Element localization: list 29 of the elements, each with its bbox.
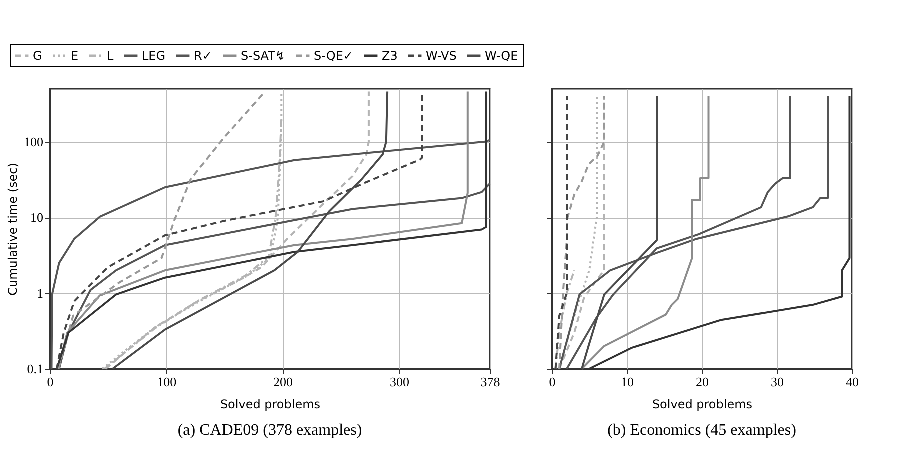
x-tick-label: 0 — [47, 374, 54, 390]
legend-label: Z3 — [382, 49, 398, 63]
y-axis-title: Cumulative time (sec) — [6, 163, 20, 296]
y-tick-label: 0.1 — [27, 362, 44, 376]
legend-label: LEG — [142, 49, 166, 63]
y-tick-label: 10 — [30, 210, 44, 226]
x-tick-label: 30 — [771, 374, 784, 390]
x-tick-label: 40 — [846, 374, 859, 390]
y-tick-label: 1 — [37, 286, 44, 301]
text: (a) CADE09 (378 examples) — [178, 422, 362, 439]
x-tick-label: 378 — [480, 374, 500, 390]
x-axis-title: Solved problems — [220, 398, 321, 412]
legend-label: S-SAT↯ — [241, 49, 286, 63]
x-tick-label: 100 — [157, 374, 177, 390]
x-tick-label: 300 — [390, 374, 410, 390]
legend-label: W-QE — [485, 49, 518, 63]
legend-label: R✓ — [194, 49, 212, 63]
legend-label: L — [107, 49, 114, 63]
x-tick-label: 20 — [696, 374, 709, 390]
x-tick-label: 0 — [549, 374, 556, 390]
legend-label: G — [33, 49, 42, 63]
x-tick-label: 10 — [621, 374, 634, 390]
y-tick-label: 100 — [24, 134, 44, 150]
legend-label: S-QE✓ — [314, 49, 354, 63]
x-axis-title: Solved problems — [652, 398, 753, 412]
text: (b) Economics (45 examples) — [608, 422, 796, 439]
legend-label: E — [71, 49, 79, 63]
legend-label: W-VS — [426, 49, 457, 63]
x-tick-label: 200 — [274, 374, 294, 390]
